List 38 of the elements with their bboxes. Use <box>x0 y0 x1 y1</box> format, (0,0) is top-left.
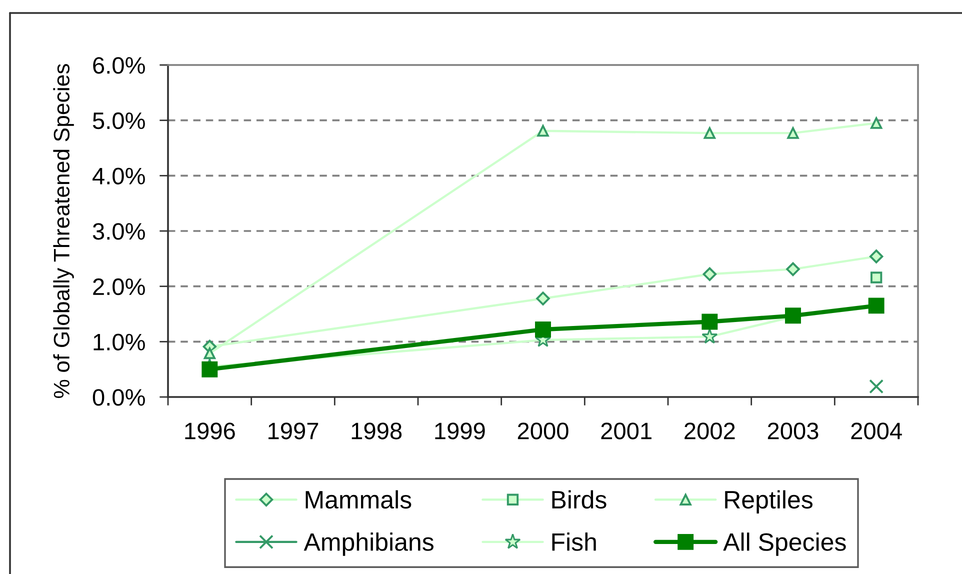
y-tick-label: 0.0% <box>92 389 145 406</box>
y-tick-label: 4.0% <box>92 168 145 184</box>
y-axis-title: % of Globally Threatened Species <box>53 64 74 398</box>
point <box>702 267 717 282</box>
x-tick-label: 2003 <box>768 422 818 440</box>
y-tick-label: 2.0% <box>93 278 145 296</box>
legend-label: Amphibians <box>304 532 434 556</box>
x-tick-label: 2002 <box>684 422 735 440</box>
point <box>786 262 800 276</box>
point <box>870 272 882 284</box>
point <box>702 314 718 330</box>
point <box>869 379 884 394</box>
point <box>537 125 549 137</box>
point <box>202 361 218 378</box>
legend-label: Birds <box>552 490 606 509</box>
point <box>702 328 718 344</box>
x-tick-label: 2001 <box>601 422 652 440</box>
y-tick-label: 3.0% <box>92 223 145 240</box>
point <box>869 250 884 264</box>
x-tick-label: 1996 <box>185 422 235 440</box>
legend-label: Mammals <box>306 490 412 509</box>
legend-label: Reptiles <box>725 490 812 514</box>
x-tick-label: 2004 <box>851 422 902 440</box>
point <box>870 117 882 129</box>
x-tick-label: 2000 <box>518 422 568 440</box>
point <box>536 292 550 306</box>
x-tick-label: 1998 <box>352 422 402 440</box>
x-tick-label: 1999 <box>435 422 485 440</box>
point <box>787 127 799 139</box>
point <box>204 347 216 360</box>
y-tick-label: 5.0% <box>92 112 145 130</box>
point <box>535 322 551 338</box>
legend-label: All Species <box>723 532 846 556</box>
legend-label: Fish <box>552 532 596 551</box>
y-tick-label: 6.0% <box>93 57 145 74</box>
x-tick-label: 1997 <box>268 422 318 440</box>
y-tick-label: 1.0% <box>94 334 145 350</box>
point <box>704 127 716 139</box>
